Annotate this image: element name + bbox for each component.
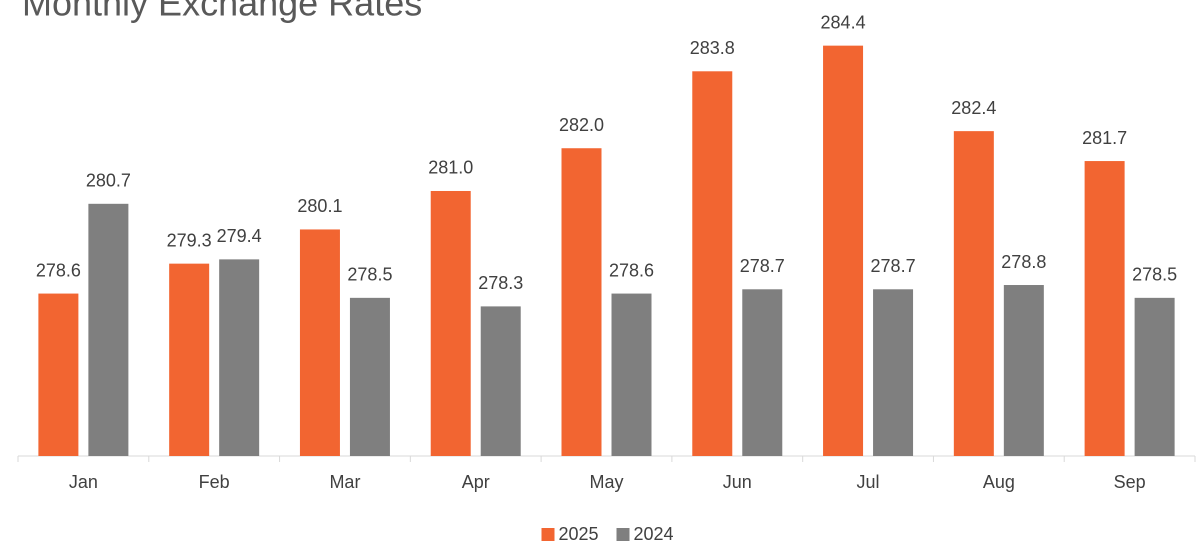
data-label: 281.0 [428, 158, 473, 178]
x-tick-label: May [589, 472, 623, 492]
data-label: 280.1 [297, 196, 342, 216]
legend-label: 2024 [634, 524, 674, 544]
bar [823, 45, 864, 456]
bar [873, 289, 914, 456]
bar [1134, 297, 1175, 456]
data-label: 278.5 [347, 265, 392, 285]
x-tick-label: Feb [199, 472, 230, 492]
legend-label: 2025 [559, 524, 599, 544]
x-tick-label: Aug [983, 472, 1015, 492]
chart-title: Monthly Exchange Rates [22, 0, 422, 24]
x-tick-label: Jun [723, 472, 752, 492]
data-label: 279.4 [217, 226, 262, 246]
bar [219, 259, 260, 456]
bar [1003, 285, 1044, 456]
data-label: 278.7 [740, 256, 785, 276]
bar [430, 190, 471, 456]
data-label: 278.6 [36, 260, 81, 280]
x-tick-label: Jul [857, 472, 880, 492]
data-label: 280.7 [86, 171, 131, 191]
bar [692, 71, 733, 456]
legend-swatch [616, 528, 630, 541]
bar [611, 293, 652, 456]
data-label: 278.7 [871, 256, 916, 276]
bar [561, 148, 602, 456]
x-tick-label: Sep [1114, 472, 1146, 492]
data-label: 278.3 [478, 273, 523, 293]
x-tick-label: Mar [329, 472, 360, 492]
data-label: 278.8 [1001, 252, 1046, 272]
data-label: 283.8 [690, 38, 735, 58]
x-tick-label: Jan [69, 472, 98, 492]
data-label: 279.3 [167, 230, 212, 250]
bar [38, 293, 79, 456]
bar [169, 263, 210, 456]
data-label: 281.7 [1082, 128, 1127, 148]
legend-swatch [541, 528, 555, 541]
bar [88, 203, 129, 456]
bar [349, 297, 390, 456]
data-label: 282.0 [559, 115, 604, 135]
bar [1084, 161, 1125, 456]
bar [742, 289, 783, 456]
bar [953, 131, 994, 456]
x-tick-label: Apr [462, 472, 490, 492]
data-label: 278.6 [609, 260, 654, 280]
bar [299, 229, 340, 456]
bar [480, 306, 521, 456]
data-label: 278.5 [1132, 265, 1177, 285]
data-label: 282.4 [951, 98, 996, 118]
data-label: 284.4 [821, 12, 866, 32]
